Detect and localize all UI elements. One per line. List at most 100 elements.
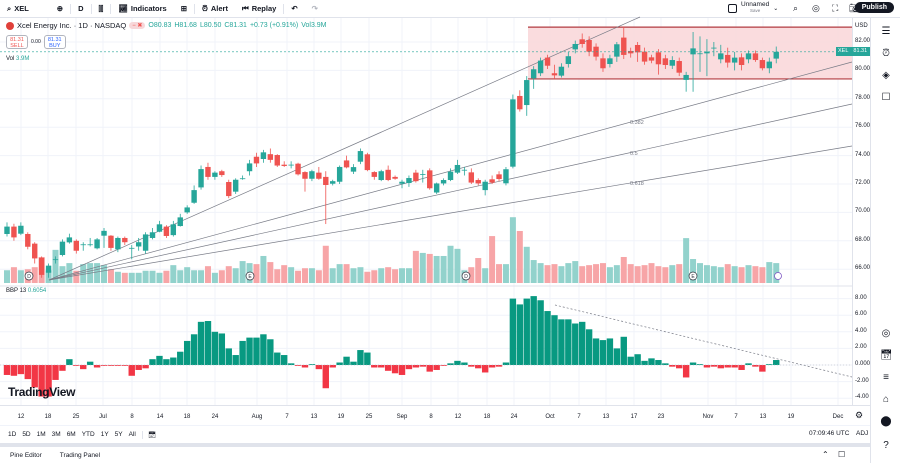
range-6m[interactable]: 6M bbox=[66, 431, 76, 438]
time-tick-label: Oct bbox=[545, 414, 555, 420]
time-tick-label: Dec bbox=[832, 414, 844, 420]
notifications-icon[interactable]: ⌂ bbox=[882, 394, 890, 405]
volume-bar bbox=[392, 269, 399, 283]
chevron-up-icon[interactable]: ⌃ bbox=[822, 450, 829, 459]
candle-up bbox=[745, 53, 752, 60]
candle-up bbox=[530, 69, 537, 79]
volume-bar bbox=[156, 272, 163, 283]
bbp-bar bbox=[766, 364, 773, 365]
candle-down bbox=[544, 57, 551, 66]
redo-icon: ↷ bbox=[311, 4, 318, 13]
time-tick-label: 7 bbox=[734, 414, 738, 420]
bbp-bar bbox=[59, 365, 66, 371]
bbp-legend: BBP 13 0.6054 bbox=[6, 288, 47, 294]
replay-icon: ⏮︎ bbox=[241, 3, 249, 13]
bbp-bar bbox=[419, 365, 426, 367]
volume-bar bbox=[281, 265, 288, 283]
volume-bar bbox=[260, 255, 267, 283]
feed-icon[interactable]: ≡ bbox=[883, 372, 889, 383]
date-range-icon[interactable]: 📅︎ bbox=[141, 430, 156, 439]
range-5d[interactable]: 5D bbox=[22, 431, 31, 438]
fullscreen-icon[interactable]: ⛶ bbox=[832, 3, 839, 13]
undo-button[interactable]: ↶ bbox=[284, 0, 304, 18]
bbp-bar bbox=[204, 321, 212, 365]
price-axis[interactable] bbox=[852, 18, 870, 405]
alert-button[interactable]: ⏰︎ Alert bbox=[195, 0, 235, 18]
range-all[interactable]: All bbox=[128, 431, 136, 438]
tab-pine-editor[interactable]: Pine Editor bbox=[10, 451, 42, 459]
volume-bar bbox=[509, 217, 516, 283]
watchlist-icon[interactable]: ☰ bbox=[881, 26, 891, 37]
quick-search-icon[interactable]: ⌕ bbox=[793, 3, 799, 13]
calendar-icon[interactable]: 📅︎ bbox=[880, 350, 893, 361]
interval-button[interactable]: D bbox=[78, 4, 84, 13]
help-icon[interactable]: ? bbox=[883, 440, 889, 451]
candle-down bbox=[163, 226, 170, 236]
change-value: +0.73 (+0.91%) bbox=[249, 22, 299, 29]
volume-bar bbox=[710, 266, 717, 283]
bbp-bar bbox=[585, 329, 593, 365]
candle-up bbox=[212, 172, 218, 177]
candle-up bbox=[59, 241, 66, 255]
range-1y[interactable]: 1Y bbox=[100, 431, 109, 438]
range-3m[interactable]: 3M bbox=[51, 431, 61, 438]
maximize-icon[interactable]: ☐ bbox=[838, 450, 846, 459]
volume-bar bbox=[31, 267, 38, 283]
alerts-clock-icon[interactable]: ⏰︎ bbox=[882, 48, 890, 59]
bbp-tick-label: 4.00 bbox=[855, 327, 867, 334]
buy-button[interactable]: 81.31 BUY bbox=[43, 35, 66, 49]
adj-toggle[interactable]: ADJ bbox=[856, 430, 869, 437]
settings-icon[interactable]: ◎ bbox=[812, 3, 820, 13]
candle-up bbox=[170, 224, 177, 236]
time-axis[interactable] bbox=[0, 405, 870, 425]
templates-button[interactable]: ⊞ bbox=[174, 0, 194, 18]
range-5y[interactable]: 5Y bbox=[114, 431, 123, 438]
volume-bar bbox=[10, 267, 17, 283]
sell-button[interactable]: 81.31 SELL bbox=[6, 35, 28, 49]
candle-up bbox=[115, 237, 121, 250]
axis-settings-icon[interactable]: ⚙︎ bbox=[855, 410, 864, 420]
grid-icon: ⊞ bbox=[180, 4, 187, 13]
bbp-bar bbox=[197, 321, 205, 365]
chat-icon[interactable]: ☐ bbox=[881, 92, 891, 103]
bbp-bar bbox=[183, 340, 191, 365]
last-price-label: XEL 81.31 bbox=[836, 47, 870, 57]
volume-bar bbox=[496, 264, 503, 283]
replay-button[interactable]: ⏮︎ Replay bbox=[235, 0, 283, 18]
candle-down bbox=[392, 176, 398, 179]
tab-trading-panel[interactable]: Trading Panel bbox=[59, 451, 101, 459]
symbol-search[interactable]: ⌕ XEL bbox=[0, 0, 36, 18]
indicators-button[interactable]: 📈︎ Indicators bbox=[111, 0, 173, 18]
candle-up bbox=[378, 171, 384, 181]
event-marker bbox=[461, 271, 471, 281]
price-tick-label: 72.00 bbox=[855, 180, 871, 186]
volume-bar bbox=[551, 264, 558, 283]
publish-button[interactable]: Publish bbox=[854, 2, 894, 13]
volume-bar bbox=[121, 272, 128, 283]
candle-up bbox=[4, 226, 10, 234]
candle-down bbox=[385, 169, 391, 181]
range-1m[interactable]: 1M bbox=[36, 431, 46, 438]
spread-value: 0.00 bbox=[31, 39, 41, 45]
volume-bar bbox=[766, 262, 773, 283]
volume-bar bbox=[17, 270, 24, 283]
chart-canvas[interactable]: 0.382 0.5 0.618 D E D E bbox=[0, 0, 870, 425]
bbp-bar bbox=[301, 365, 309, 368]
chart-type-button[interactable]: ⫿⫿ bbox=[92, 0, 111, 18]
compare-button[interactable]: ⊕ bbox=[50, 0, 70, 18]
price-tick-label: 76.00 bbox=[855, 123, 871, 130]
legend-toggle-icon[interactable]: − ✖ bbox=[129, 22, 146, 29]
redo-button[interactable]: ↷ bbox=[305, 0, 325, 18]
target-icon[interactable]: ◎ bbox=[881, 328, 891, 339]
layers-icon[interactable]: ◈ bbox=[882, 70, 890, 81]
bbp-bar bbox=[315, 365, 323, 370]
range-ytd[interactable]: YTD bbox=[81, 431, 95, 438]
layout-menu[interactable]: Unnamed Save ⌄ bbox=[728, 1, 778, 14]
apps-icon[interactable]: ⬤ bbox=[880, 416, 892, 427]
divider bbox=[90, 3, 92, 14]
range-1d[interactable]: 1D bbox=[8, 431, 17, 438]
volume-bar bbox=[593, 264, 600, 283]
candle-down bbox=[600, 58, 606, 69]
candle-down bbox=[371, 172, 377, 177]
volume-bar bbox=[385, 267, 392, 283]
